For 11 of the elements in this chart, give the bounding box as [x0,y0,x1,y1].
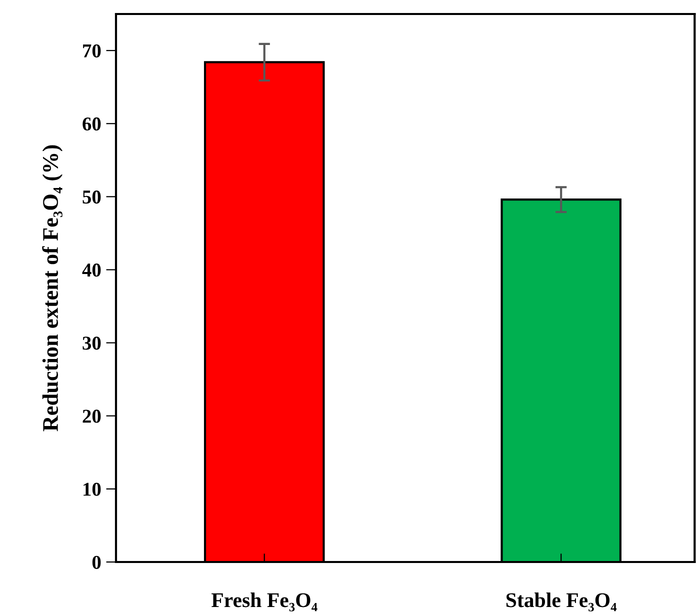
y-tick-label: 30 [82,336,101,350]
y-tick-label: 50 [82,190,101,204]
y-tick-label: 10 [84,482,101,496]
y-tick-label: 60 [82,117,101,131]
x-tick-label: Stable Fe₃O₄ [506,592,617,612]
x-tick-label: Fresh Fe₃O₄ [212,592,318,612]
y-tick-label: 20 [82,410,101,423]
y-tick-label: 70 [83,44,101,58]
y-tick-label: 40 [82,264,101,277]
y-tick-label: 0 [92,556,101,569]
y-axis-title: Reduction extent of Fe₃O₄ (%) [42,145,63,432]
